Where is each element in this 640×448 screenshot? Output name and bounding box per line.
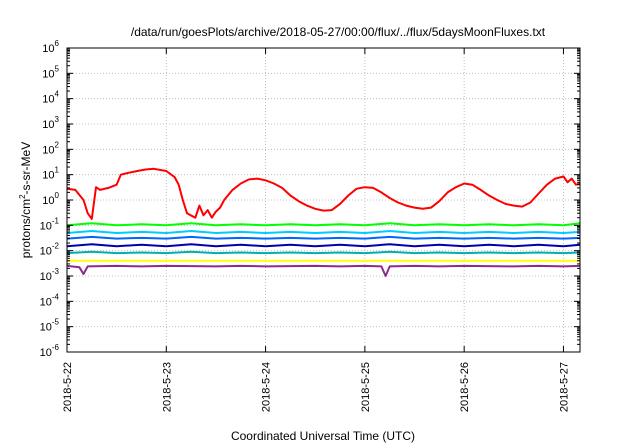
plot-frame [66,47,581,353]
y-axis-ticks: 10-6 10-5 10-4 10-3 10-2 10-1 100 101 102 103 104 1… [40,39,580,359]
y-tick-label: 104 [42,90,59,106]
series-line-3 [66,230,581,234]
x-tick-label: 2018-5-27 [558,362,570,412]
y-axis-label: protons/cm2-s-sr-MeV [18,142,33,258]
y-tick-label: 10-6 [40,343,60,359]
y-tick-label: 10-4 [40,292,60,308]
series-line-6 [66,250,581,255]
x-tick-label: 2018-5-23 [161,362,173,412]
y-tick-label: 105 [42,64,59,80]
y-tick-label: 10-5 [40,318,60,334]
y-tick-label: 103 [42,115,59,131]
series-line-1 [66,167,581,220]
series-line-8 [66,264,581,277]
x-tick-label: 2018-5-24 [261,362,273,412]
y-tick-label: 106 [42,39,59,55]
series-layer [66,167,581,277]
series-line-5 [66,243,581,248]
series-line-4 [66,235,581,240]
y-tick-label: 101 [42,166,59,182]
x-axis-ticks: 2018-5-22 2018-5-23 2018-5-24 2018-5-25 2018… [62,48,570,412]
y-tick-label: 10-2 [40,242,60,258]
y-tick-label: 10-3 [40,267,60,283]
x-tick-label: 2018-5-25 [360,362,372,412]
chart-title: /data/run/goesPlots/archive/2018-05-27/0… [131,25,546,39]
series-line-2 [66,222,581,227]
x-tick-label: 2018-5-26 [459,362,471,412]
y-tick-label: 100 [42,191,59,207]
y-tick-label: 102 [42,140,59,156]
x-axis-label: Coordinated Universal Time (UTC) [231,429,415,443]
y-tick-label: 10-1 [40,216,60,232]
x-tick-label: 2018-5-22 [62,362,74,412]
grid-lines [67,48,580,352]
